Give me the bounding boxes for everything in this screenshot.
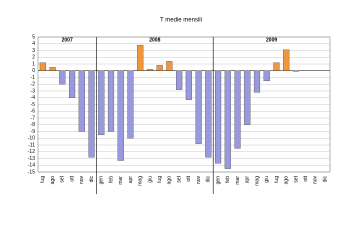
x-tick-label: set	[60, 175, 66, 182]
x-tick-label: ago	[50, 176, 56, 185]
bar	[137, 44, 144, 71]
x-tick-label: ago	[284, 176, 290, 185]
bar	[117, 70, 124, 161]
x-tick-label: gen	[215, 176, 221, 185]
y-tick-label: 3	[32, 48, 35, 54]
bar	[234, 70, 241, 149]
y-tick-label: -5	[31, 102, 36, 108]
x-tick-label: nov	[196, 176, 202, 185]
bar	[107, 70, 115, 132]
x-tick-label: lug	[157, 176, 163, 183]
y-tick-label: -14	[28, 163, 35, 169]
bar	[273, 62, 280, 71]
x-tick-label: nov	[313, 176, 319, 185]
background	[0, 0, 351, 226]
bar	[127, 70, 134, 139]
x-tick-label: giu	[147, 176, 153, 183]
x-tick-label: nov	[79, 176, 85, 185]
x-tick-label: feb	[225, 176, 231, 183]
x-tick-label: dic	[89, 176, 95, 183]
x-tick-label: mar	[235, 176, 241, 185]
y-tick-label: 5	[32, 34, 35, 40]
x-tick-label: set	[176, 175, 182, 182]
y-tick-label: 2	[32, 55, 35, 61]
x-tick-label: ott	[303, 175, 309, 181]
bar	[146, 69, 154, 71]
x-tick-label: gen	[99, 176, 105, 185]
y-tick-label: -9	[31, 129, 36, 135]
bar	[98, 70, 105, 136]
bar	[224, 70, 231, 169]
y-tick-label: -15	[28, 169, 35, 175]
bar	[195, 70, 202, 144]
x-tick-label: feb	[108, 176, 114, 183]
y-tick-label: 4	[32, 41, 35, 47]
y-tick-label: -3	[31, 88, 36, 94]
x-tick-label: ott	[69, 175, 75, 181]
x-tick-label: lug	[40, 176, 46, 183]
bar	[185, 70, 192, 100]
bar	[205, 70, 212, 158]
y-tick-label: -10	[28, 136, 35, 142]
bar	[88, 70, 95, 158]
bar	[292, 70, 300, 72]
plot-frame	[37, 36, 331, 173]
group-label: 2009	[266, 37, 277, 43]
chart-title: T medie mensili	[160, 18, 202, 24]
y-tick-label: -12	[28, 149, 35, 155]
x-tick-label: giu	[264, 176, 270, 183]
bar	[49, 67, 56, 71]
bar	[214, 70, 222, 164]
y-tick-label: -4	[31, 95, 36, 101]
bar	[263, 70, 270, 82]
x-tick-label: dic	[322, 176, 328, 183]
bar	[176, 70, 183, 90]
y-tick-label: -8	[31, 122, 36, 128]
bar	[253, 70, 261, 93]
x-tick-label: ago	[167, 176, 173, 185]
bar	[59, 70, 66, 85]
y-tick-label: 1	[32, 61, 35, 67]
y-tick-label: -13	[28, 156, 35, 162]
y-tick-label: -11	[28, 142, 35, 148]
y-tick-label: -7	[31, 115, 36, 121]
bar	[166, 61, 173, 71]
x-tick-label: mag	[138, 176, 144, 186]
bar	[156, 65, 163, 71]
y-tick-label: 0	[32, 68, 35, 74]
bar	[39, 62, 46, 71]
x-tick-label: apr	[245, 176, 251, 184]
y-tick-label: -1	[31, 75, 36, 81]
x-tick-label: lug	[274, 176, 280, 183]
x-tick-label: dic	[206, 176, 212, 183]
group-label: 2008	[149, 37, 160, 43]
x-tick-label: mag	[254, 176, 260, 186]
group-label: 2007	[62, 37, 73, 43]
x-tick-label: apr	[128, 176, 134, 184]
y-tick-label: -2	[31, 82, 36, 88]
chart: T medie mensili -15-14-13-12-11-10-9-8-7…	[0, 0, 351, 226]
bar	[283, 49, 290, 71]
x-tick-label: ott	[186, 175, 192, 181]
x-tick-label: set	[293, 175, 299, 182]
bar	[244, 70, 251, 125]
y-tick-label: -6	[31, 109, 36, 115]
x-tick-label: mar	[118, 176, 124, 185]
bar	[68, 70, 76, 98]
bar	[78, 70, 85, 132]
